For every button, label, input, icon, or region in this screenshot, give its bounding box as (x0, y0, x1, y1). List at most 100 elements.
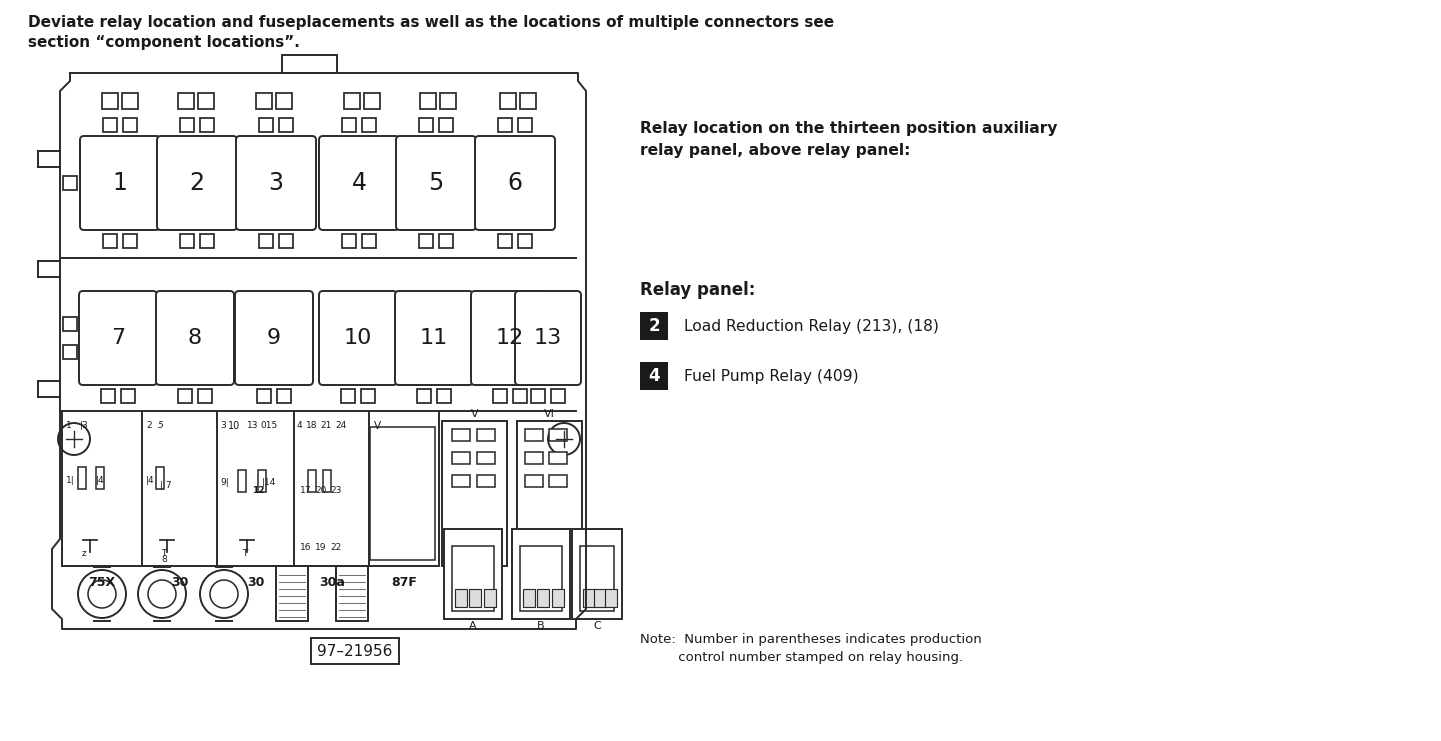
Bar (477, 475, 496, 487)
Bar (525, 475, 543, 487)
Bar (572, 529, 623, 619)
Bar (277, 389, 291, 403)
Bar (259, 118, 272, 132)
Bar (101, 389, 115, 403)
Bar (455, 589, 467, 607)
Text: 1: 1 (112, 171, 127, 195)
Bar (78, 467, 86, 488)
Text: 30: 30 (171, 576, 189, 589)
Bar (605, 589, 617, 607)
Bar (525, 452, 543, 464)
Text: 23: 23 (330, 486, 342, 495)
Bar (444, 529, 501, 619)
Text: Relay panel:: Relay panel: (640, 281, 755, 299)
Text: 19: 19 (316, 542, 327, 551)
Bar (512, 529, 571, 619)
Text: 1: 1 (66, 421, 72, 430)
Bar (362, 118, 376, 132)
Bar (640, 362, 669, 390)
Bar (525, 429, 543, 441)
Bar (259, 234, 272, 248)
Text: control number stamped on relay housing.: control number stamped on relay housing. (640, 651, 963, 664)
Text: |4: |4 (146, 476, 154, 485)
FancyBboxPatch shape (79, 291, 157, 385)
Text: 8: 8 (161, 556, 167, 565)
Text: 18: 18 (305, 421, 317, 430)
Text: 6: 6 (507, 171, 523, 195)
Bar (200, 234, 215, 248)
Bar (122, 234, 137, 248)
Bar (640, 312, 669, 340)
Bar (484, 589, 496, 607)
FancyBboxPatch shape (157, 136, 236, 230)
FancyBboxPatch shape (156, 291, 233, 385)
Bar (477, 429, 496, 441)
Text: 12: 12 (252, 486, 265, 495)
Text: 4: 4 (297, 421, 303, 430)
Bar (281, 55, 337, 73)
Text: 3: 3 (220, 421, 226, 430)
Bar (342, 234, 356, 248)
Text: z: z (82, 550, 86, 559)
Bar (594, 589, 607, 607)
Bar (63, 345, 76, 359)
Bar (419, 118, 432, 132)
Text: 10: 10 (344, 328, 372, 348)
Text: 9: 9 (267, 328, 281, 348)
Bar (342, 389, 354, 403)
Text: 22: 22 (330, 542, 342, 551)
Bar (550, 389, 565, 403)
Bar (552, 589, 563, 607)
Text: 21: 21 (320, 421, 331, 430)
FancyBboxPatch shape (514, 291, 581, 385)
Bar (179, 389, 192, 403)
Bar (102, 118, 117, 132)
FancyBboxPatch shape (476, 136, 555, 230)
Bar (179, 93, 195, 109)
Text: 20: 20 (316, 486, 326, 495)
Bar (63, 317, 76, 331)
Text: B: B (537, 621, 545, 631)
FancyBboxPatch shape (235, 291, 313, 385)
Bar (323, 470, 331, 491)
Bar (336, 566, 367, 621)
Text: 13: 13 (533, 328, 562, 348)
Bar (523, 589, 535, 607)
Text: 16: 16 (300, 542, 311, 551)
Text: 7: 7 (111, 328, 125, 348)
Bar (311, 638, 399, 664)
Bar (342, 118, 356, 132)
Text: 2: 2 (648, 317, 660, 335)
Text: 12: 12 (496, 328, 525, 348)
Text: C: C (594, 621, 601, 631)
Text: 4: 4 (648, 367, 660, 385)
Text: 8: 8 (187, 328, 202, 348)
Text: T: T (161, 550, 167, 559)
Text: relay panel, above relay panel:: relay panel, above relay panel: (640, 143, 911, 158)
Bar (238, 470, 246, 491)
Bar (579, 546, 614, 611)
Bar (437, 389, 451, 403)
Bar (517, 234, 532, 248)
FancyBboxPatch shape (318, 291, 398, 385)
Bar (256, 93, 272, 109)
Bar (440, 118, 452, 132)
Bar (416, 389, 431, 403)
FancyBboxPatch shape (236, 136, 316, 230)
Bar (500, 93, 516, 109)
Bar (517, 421, 582, 566)
Bar (537, 589, 549, 607)
FancyBboxPatch shape (318, 136, 399, 230)
Bar (452, 546, 494, 611)
Bar (365, 93, 380, 109)
Text: 17: 17 (300, 486, 311, 495)
Text: 10: 10 (228, 421, 241, 431)
Text: 97–21956: 97–21956 (317, 643, 393, 659)
Bar (200, 118, 215, 132)
Bar (520, 93, 536, 109)
Bar (442, 421, 507, 566)
Text: 13: 13 (246, 421, 258, 430)
Bar (277, 93, 293, 109)
Bar (197, 389, 212, 403)
FancyBboxPatch shape (396, 136, 476, 230)
